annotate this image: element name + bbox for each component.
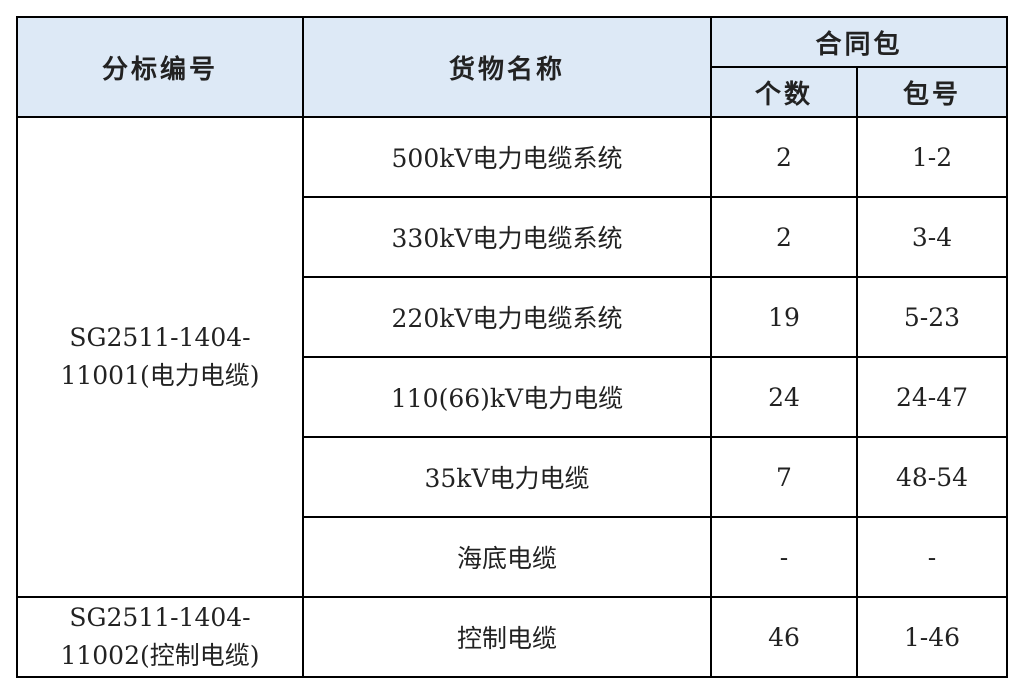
count-cell: - — [710, 516, 858, 598]
goods-name-cell: 海底电缆 — [302, 516, 712, 598]
package-number-cell: 1-46 — [856, 596, 1008, 678]
goods-name-cell: 220kV电力电缆系统 — [302, 276, 712, 358]
goods-name-cell: 控制电缆 — [302, 596, 712, 678]
table-row: 330kV电力电缆系统 2 3-4 — [17, 196, 1008, 278]
table-row: 220kV电力电缆系统 19 5-23 — [17, 276, 1008, 358]
table-row: 35kV电力电缆 7 48-54 — [17, 436, 1008, 518]
table-row: 110(66)kV电力电缆 24 24-47 — [17, 356, 1008, 438]
package-number-cell: - — [856, 516, 1008, 598]
header-goods-name: 货物名称 — [302, 16, 712, 118]
goods-name-cell: 35kV电力电缆 — [302, 436, 712, 518]
lot-code-line1: SG2511-1404- — [69, 323, 251, 352]
goods-name-cell: 330kV电力电缆系统 — [302, 196, 712, 278]
header-contract-package: 合同包 — [710, 16, 1008, 68]
contract-package-table: 分标编号 货物名称 合同包 个数 包号 SG2511-1404- 11001(电力… — [16, 16, 1008, 678]
table-row: SG2511-1404- 11002(控制电缆) 控制电缆 46 1-46 — [16, 596, 1008, 678]
package-number-cell: 3-4 — [856, 196, 1008, 278]
subheader-row: 个数 包号 — [17, 66, 1008, 118]
count-cell: 24 — [710, 356, 858, 438]
header-lot-number: 分标编号 — [16, 16, 304, 118]
count-cell: 2 — [710, 116, 858, 198]
package-number-cell: 1-2 — [856, 116, 1008, 198]
goods-name-cell: 110(66)kV电力电缆 — [302, 356, 712, 438]
goods-name-cell: 500kV电力电缆系统 — [302, 116, 712, 198]
header-count: 个数 — [710, 66, 858, 118]
lot-number-cell: SG2511-1404- 11001(电力电缆) — [16, 116, 304, 598]
table-row: SG2511-1404- 11001(电力电缆) 500kV电力电缆系统 2 1-2 — [16, 116, 1008, 598]
header-package-number: 包号 — [856, 66, 1008, 118]
count-cell: 7 — [710, 436, 858, 518]
package-number-cell: 48-54 — [856, 436, 1008, 518]
count-cell: 46 — [710, 596, 858, 678]
count-cell: 19 — [710, 276, 858, 358]
lot-code-line2: 11001(电力电缆) — [60, 361, 260, 390]
lot-code-line2: 11002(控制电缆) — [60, 641, 260, 670]
package-number-cell: 24-47 — [856, 356, 1008, 438]
table-row: 海底电缆 - - — [17, 516, 1008, 598]
lot-code-line1: SG2511-1404- — [69, 603, 251, 632]
package-number-cell: 5-23 — [856, 276, 1008, 358]
lot-number-cell: SG2511-1404- 11002(控制电缆) — [16, 596, 304, 678]
count-cell: 2 — [710, 196, 858, 278]
header-row: 分标编号 货物名称 合同包 — [16, 16, 1008, 118]
